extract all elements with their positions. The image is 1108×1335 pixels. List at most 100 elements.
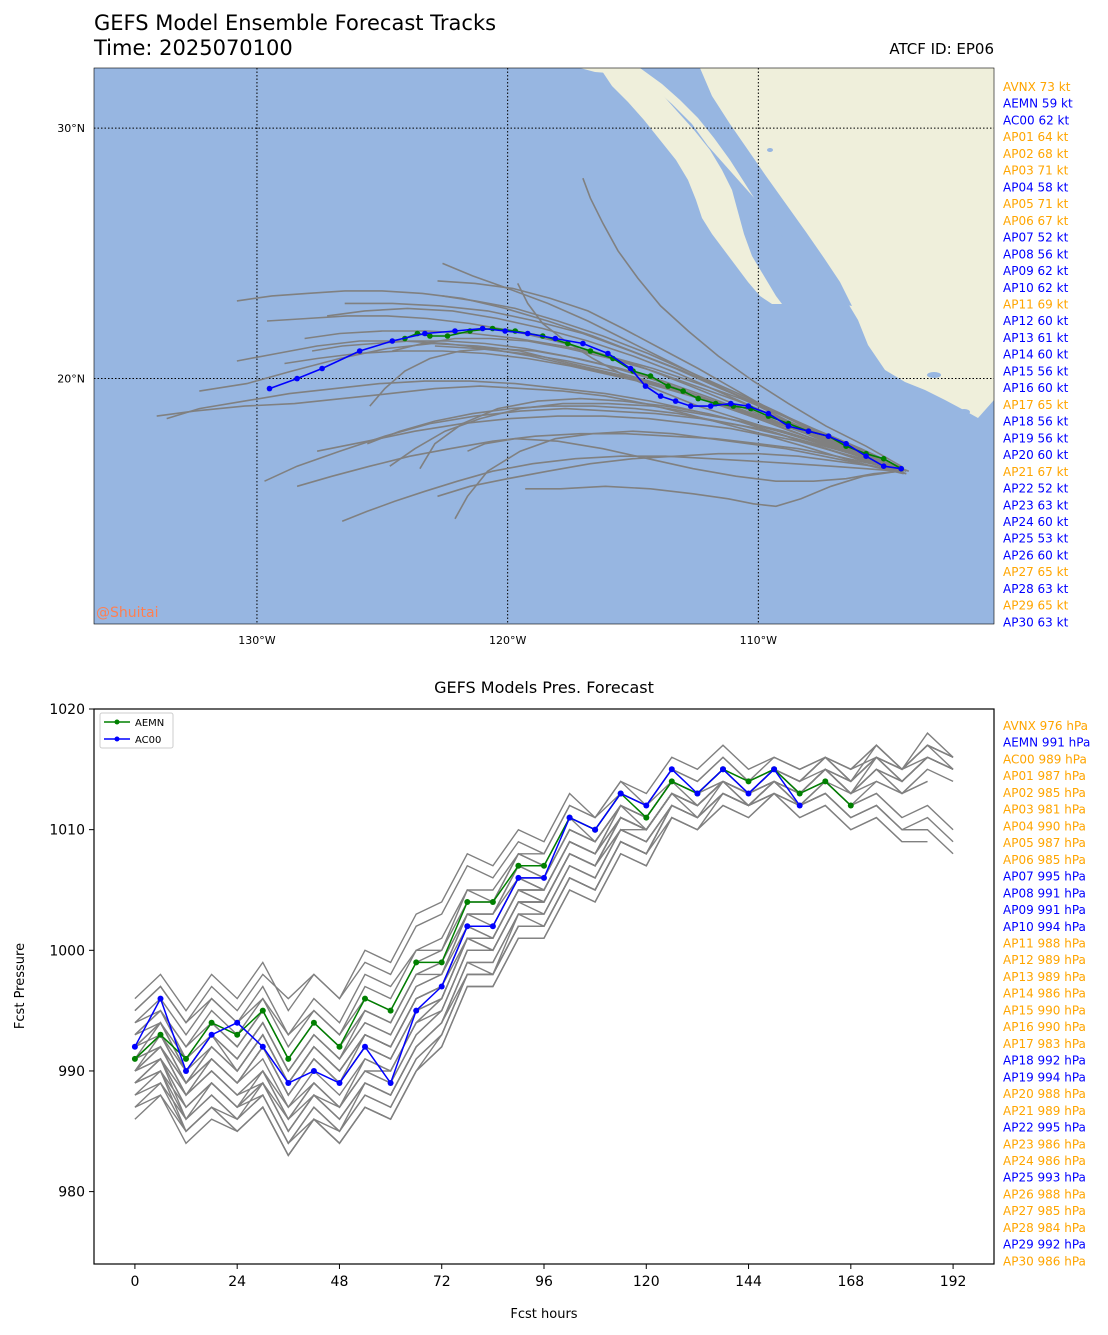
- legend-entry: AP22 995 hPa: [1003, 1121, 1086, 1135]
- legend-entry: AP17 65 kt: [1003, 398, 1069, 412]
- ac00-track-point: [863, 453, 869, 460]
- land-mexico: [580, 68, 994, 418]
- ensemble-track: [316, 415, 904, 475]
- ac00-pressure-point: [464, 923, 471, 930]
- legend-entry: AC00 989 hPa: [1003, 753, 1087, 767]
- legend-entry: AP30 986 hPa: [1003, 1254, 1086, 1268]
- legend-entry: AP06 985 hPa: [1003, 853, 1086, 867]
- pressure-chart: 0 24 48 72 96 120 144 168 192980990100010101020 …: [13, 702, 995, 1322]
- ensemble-track: [454, 430, 899, 520]
- aemn-track-point: [565, 340, 571, 347]
- legend-entry: AP13 989 hPa: [1003, 970, 1086, 984]
- ensemble-track: [296, 432, 904, 488]
- legend-entry: AP25 53 kt: [1003, 532, 1069, 546]
- ac00-track-point: [479, 325, 486, 332]
- legend-entry: AP21 989 hPa: [1003, 1104, 1086, 1118]
- legend-ac00-label: AC00: [135, 735, 161, 746]
- ac00-pressure-point: [489, 923, 496, 930]
- ac00-pressure-point: [515, 874, 522, 881]
- map-frame: [93, 67, 995, 625]
- aemn-pressure-point: [310, 1019, 317, 1026]
- legend-entry: AP17 983 hPa: [1003, 1037, 1086, 1051]
- legend-entry: AP27 65 kt: [1003, 565, 1069, 579]
- legend-entry: AP02 985 hPa: [1003, 786, 1086, 800]
- legend-entry: AP22 52 kt: [1003, 482, 1069, 496]
- legend-entry: AP23 63 kt: [1003, 498, 1069, 512]
- legend-entry: AP09 991 hPa: [1003, 903, 1086, 917]
- legend-entry: AP23 986 hPa: [1003, 1137, 1086, 1151]
- pressure-ensemble-line: [134, 756, 954, 1085]
- ac00-track-point: [627, 365, 634, 372]
- legend-entry: AP19 994 hPa: [1003, 1070, 1086, 1084]
- pressure-title: GEFS Models Pres. Forecast: [434, 678, 654, 697]
- pressure-legend: AEMN AC00: [99, 712, 174, 749]
- legend-ac00-marker: [114, 736, 120, 742]
- legend-entry: AP10 62 kt: [1003, 281, 1069, 295]
- ensemble-track: [367, 405, 902, 470]
- legend-aemn-label: AEMN: [135, 718, 164, 729]
- legend-entry: AP11 988 hPa: [1003, 937, 1086, 951]
- legend-entry: AP01 987 hPa: [1003, 769, 1086, 783]
- ac00-track-point: [422, 330, 428, 337]
- aemn-pressure-point: [796, 790, 803, 797]
- x-tick-label: 48: [331, 1274, 349, 1290]
- track-map: 130°W 120°W 110°W 20°N 30°N @Shuitai: [57, 67, 995, 647]
- pressure-ylabel: Fcst Pressure: [13, 943, 28, 1029]
- ac00-pressure-point: [259, 1043, 266, 1050]
- ac00-pressure-point: [157, 995, 164, 1002]
- pressure-highlight-lines: [131, 766, 854, 1086]
- aemn-pressure-point: [847, 802, 854, 809]
- ac00-pressure-point: [720, 766, 726, 773]
- x-tick-label: 168: [837, 1274, 864, 1290]
- y-tick-label: 990: [58, 1064, 85, 1080]
- aemn-pressure-point: [541, 862, 547, 869]
- aemn-track-point: [695, 395, 701, 402]
- pressure-value-legend: AVNX 976 hPa AEMN 991 hPa AC00 989 hPa AP01…: [1003, 719, 1090, 1268]
- legend-entry: AP19 56 kt: [1003, 431, 1069, 445]
- legend-entry: AC00 62 kt: [1003, 114, 1069, 128]
- legend-entry: AP29 992 hPa: [1003, 1238, 1086, 1252]
- ac00-pressure-point: [336, 1080, 343, 1086]
- legend-entry: AEMN 991 hPa: [1003, 736, 1090, 750]
- ac00-track-point: [728, 400, 734, 407]
- ensemble-track: [419, 397, 904, 472]
- aemn-track-point: [587, 348, 594, 354]
- legend-entry: AP16 60 kt: [1003, 381, 1069, 395]
- pressure-ensemble-line: [134, 792, 903, 1097]
- ac00-pressure-point: [771, 766, 778, 773]
- ac00-track-point: [389, 338, 396, 344]
- pressure-ensemble-line: [134, 780, 954, 1085]
- ac00-pressure-point: [592, 826, 599, 833]
- ac00-track-point: [745, 403, 752, 409]
- aemn-track-point: [680, 388, 686, 394]
- pressure-ensemble-line: [134, 756, 954, 1061]
- aemn-pressure-point: [745, 778, 752, 785]
- legend-entry: AP26 60 kt: [1003, 548, 1069, 562]
- aemn-pressure-point: [413, 959, 420, 966]
- ac00-track-point: [524, 330, 531, 337]
- ac00-pressure-point: [541, 874, 547, 881]
- legend-entry: AP10 994 hPa: [1003, 920, 1086, 934]
- ac00-track-point: [825, 433, 832, 440]
- legend-entry: AP26 988 hPa: [1003, 1187, 1086, 1201]
- legend-entry: AP28 63 kt: [1003, 582, 1069, 596]
- legend-entry: AP04 990 hPa: [1003, 819, 1086, 833]
- legend-entry: AP07 52 kt: [1003, 231, 1069, 245]
- pressure-frame: [93, 708, 995, 1265]
- legend-entry: AP18 56 kt: [1003, 415, 1069, 429]
- lakes: [767, 148, 970, 415]
- aemn-pressure-point: [438, 959, 445, 966]
- watermark: @Shuitai: [96, 605, 158, 621]
- map-time: Time: 2025070100: [93, 36, 293, 60]
- aemn-pressure-point: [285, 1055, 292, 1062]
- y-tick-label: 1000: [49, 943, 85, 959]
- legend-entry: AP02 68 kt: [1003, 147, 1069, 161]
- x-tick-label: 120: [633, 1274, 660, 1290]
- x-tick-label: 192: [940, 1274, 967, 1290]
- ensemble-track: [582, 177, 902, 467]
- ac00-pressure-point: [566, 814, 573, 821]
- legend-entry: AP09 62 kt: [1003, 264, 1069, 278]
- ac00-pressure-point: [643, 802, 650, 809]
- highlight-tracks: [266, 325, 904, 472]
- ac00-track-point: [266, 385, 273, 392]
